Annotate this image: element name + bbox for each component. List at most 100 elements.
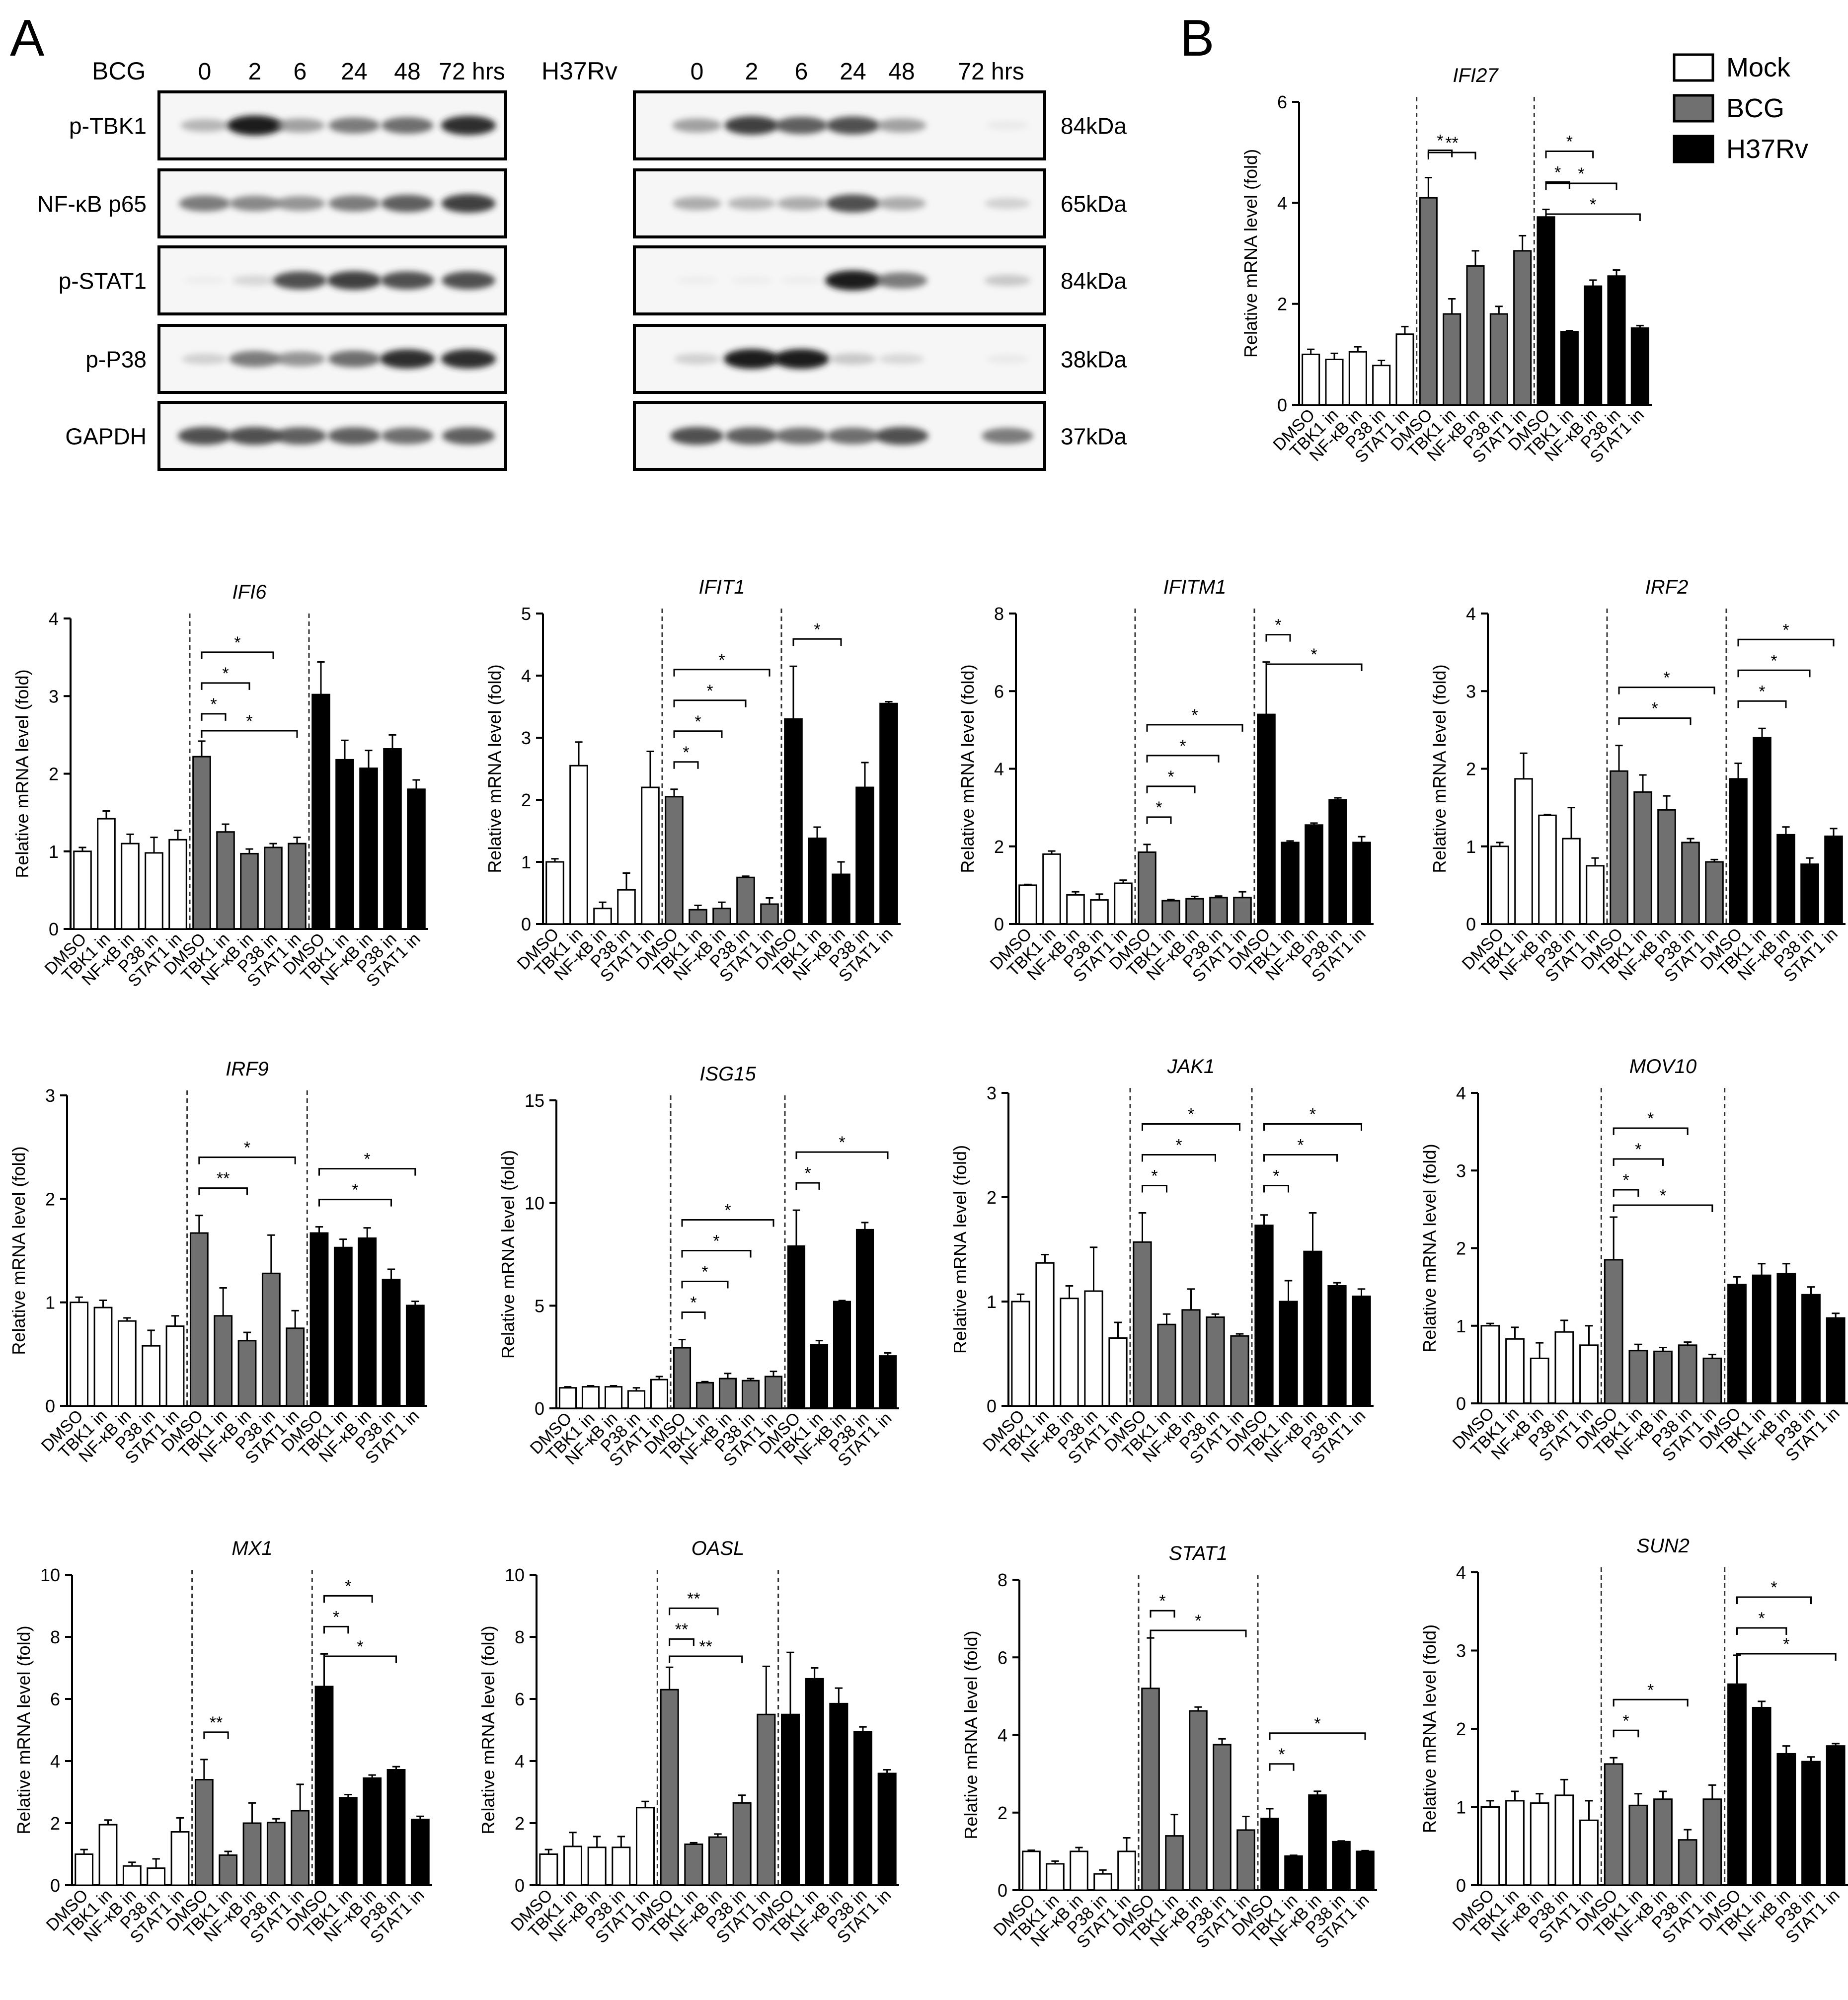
legend-swatch-h37rv (1673, 135, 1714, 163)
bar-h37rv (810, 1344, 829, 1409)
y-tick-label: 3 (1456, 1160, 1466, 1181)
blot-band (725, 427, 778, 445)
blot-protein-label: NF-κB p65 (37, 191, 147, 217)
chart-title: MX1 (231, 1538, 272, 1559)
bar-h37rv (1776, 834, 1795, 925)
bar-h37rv (1279, 1301, 1298, 1407)
bar-bcg (189, 1232, 209, 1407)
significance-bracket (1146, 816, 1172, 824)
chart-title: IRF2 (1645, 576, 1689, 598)
bar-bcg (1604, 1259, 1623, 1404)
bar-h37rv (1352, 1296, 1371, 1407)
blot-band (879, 354, 924, 364)
significance-label: * (1783, 1635, 1789, 1654)
significance-bracket (681, 1250, 752, 1258)
significance-label: ** (675, 1620, 688, 1639)
blot-band (826, 194, 880, 213)
bar-mock (1117, 1850, 1136, 1891)
bar-h37rv (1305, 824, 1323, 925)
bar-mock (604, 1386, 623, 1409)
blot-band (328, 117, 380, 134)
blot-band (672, 118, 722, 133)
bar-bcg (718, 1378, 737, 1409)
bar-mock (1090, 899, 1109, 925)
bar-mock (1011, 1301, 1030, 1407)
significance-bracket (1427, 152, 1476, 159)
bar-h37rv (1284, 1855, 1303, 1891)
panel-b-label: B (1180, 9, 1214, 67)
bar-bcg (1443, 313, 1462, 406)
significance-label: * (1179, 737, 1186, 756)
blot-h37rv-label: H37Rv (541, 57, 617, 85)
blot-band (380, 349, 435, 369)
significance-label: * (1310, 645, 1317, 664)
bar-h37rv (877, 1772, 897, 1886)
significance-bracket (795, 1151, 889, 1159)
blot-band (727, 197, 776, 210)
y-tick-label: 4 (49, 609, 59, 629)
blot-band (825, 270, 881, 291)
significance-label: * (1159, 1592, 1165, 1611)
significance-label: * (1195, 1612, 1201, 1630)
bar-bcg (757, 1713, 776, 1886)
blot-band (228, 427, 282, 445)
y-tick-label: 15 (525, 1090, 544, 1111)
blot-band (328, 350, 381, 368)
bar-mock (627, 1390, 646, 1409)
significance-label: * (1191, 706, 1198, 725)
significance-label: * (706, 682, 713, 700)
bar-bcg (264, 846, 283, 930)
bar-mock (587, 1846, 607, 1886)
bar-mock (1586, 865, 1605, 925)
significance-bracket (795, 1182, 820, 1190)
chart-title: IFI27 (1453, 65, 1499, 86)
y-tick-label: 2 (515, 1813, 525, 1834)
blot-band (381, 195, 434, 212)
bar-h37rv (787, 1245, 806, 1409)
bar-bcg (1189, 1710, 1208, 1891)
bar-bcg (1157, 1323, 1176, 1407)
bar-bcg (1678, 1344, 1697, 1404)
bar-mock (545, 861, 564, 925)
bar-h37rv (1327, 1285, 1347, 1407)
bar-h37rv (1607, 275, 1626, 406)
bar-mock (1302, 353, 1320, 406)
significance-label: * (1151, 1167, 1157, 1186)
bar-h37rv (1800, 863, 1819, 925)
significance-label: * (333, 1608, 339, 1626)
bar-mock (1084, 1290, 1103, 1407)
blot-timepoint-h37rv: 6 (795, 59, 808, 85)
y-tick-label: 4 (1456, 1562, 1466, 1583)
significance-bracket (669, 1607, 719, 1615)
bar-mock (1035, 1262, 1055, 1407)
y-tick-label: 4 (515, 1751, 525, 1771)
bar-bcg (1419, 197, 1438, 406)
bar-h37rv (359, 768, 378, 930)
bar-h37rv (386, 1769, 406, 1886)
blot-band (441, 116, 496, 135)
y-tick-label: 6 (515, 1689, 525, 1709)
y-tick-label: 0 (50, 1875, 60, 1896)
bar-bcg (1233, 897, 1252, 925)
bar-bcg (1138, 851, 1156, 925)
significance-bracket (1263, 1154, 1338, 1162)
bar-bcg (1681, 842, 1700, 925)
bar-h37rv (855, 1229, 874, 1409)
bar-bcg (1628, 1804, 1648, 1886)
bar-mock (145, 852, 163, 930)
bar-bcg (1161, 900, 1180, 925)
y-tick-label: 0 (1456, 1875, 1466, 1896)
significance-label: * (690, 1294, 696, 1312)
bar-h37rv (314, 1686, 334, 1886)
bar-h37rv (879, 702, 898, 925)
bar-h37rv (1753, 737, 1771, 925)
blot-timepoint-h37rv: 72 hrs (958, 59, 1024, 85)
y-tick-label: 4 (521, 666, 531, 686)
blot-band (730, 276, 773, 285)
bar-mock (1480, 1325, 1500, 1404)
bar-mock (170, 1831, 190, 1886)
blot-timepoint-bcg: 72 hrs (439, 59, 505, 85)
y-tick-label: 0 (515, 1875, 525, 1896)
